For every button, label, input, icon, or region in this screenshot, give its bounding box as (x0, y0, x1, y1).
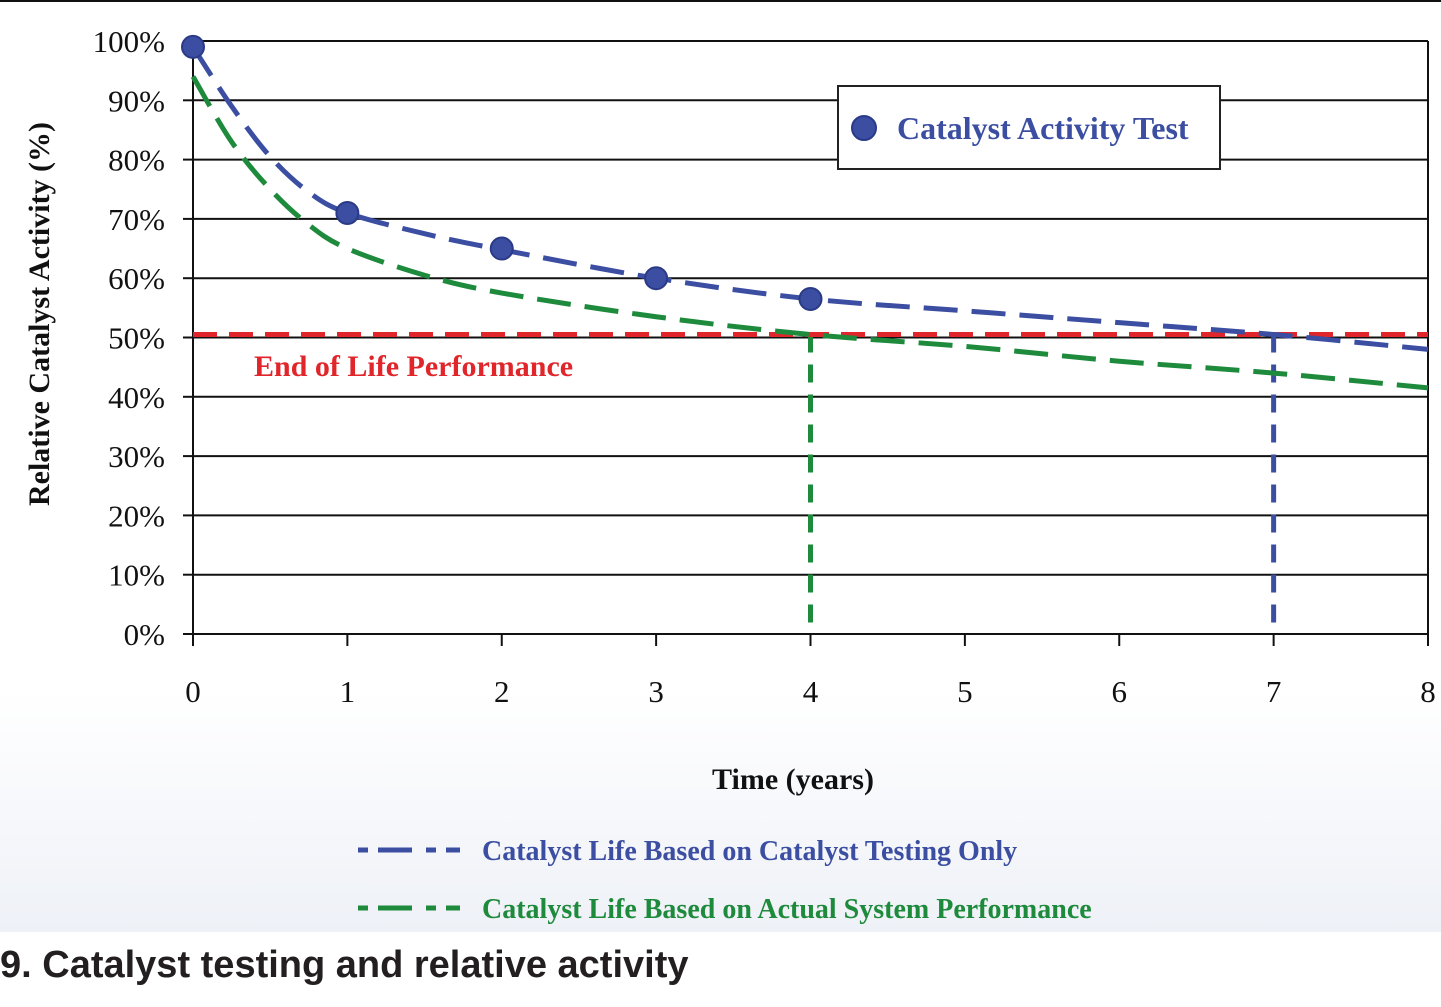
data-points (181, 34, 823, 311)
x-tick-label: 7 (1266, 674, 1282, 709)
y-tick-label: 100% (93, 24, 165, 59)
chart-canvas: 0% 10% 20% 30% 40% 50% 60% 70% 80% 90% 100% 0 1 2 3 4 5 6… (23, 24, 1436, 925)
y-tick-label: 30% (108, 439, 165, 474)
x-tick-label: 4 (803, 674, 819, 709)
vertical-markers (808, 334, 1277, 634)
legend-bottom: Catalyst Life Based on Catalyst Testing … (358, 836, 1092, 925)
y-tick-label: 80% (108, 143, 165, 178)
axes (183, 40, 1429, 646)
activity-test-point (181, 34, 205, 59)
x-tick-label: 3 (648, 674, 664, 709)
x-tick-label: 2 (494, 674, 510, 709)
legend-bottom-label-2: Catalyst Life Based on Actual System Per… (482, 894, 1092, 925)
x-tick-label: 0 (185, 674, 201, 709)
y-tick-label: 90% (108, 83, 165, 118)
figure-caption: 9. Catalyst testing and relative activit… (0, 944, 689, 986)
legend-marker-icon (851, 115, 877, 141)
chart-figure: 0% 10% 20% 30% 40% 50% 60% 70% 80% 90% 100% 0 1 2 3 4 5 6… (0, 2, 1441, 932)
activity-test-point (644, 266, 669, 291)
y-tick-label: 20% (108, 498, 165, 533)
x-tick-label: 8 (1420, 674, 1436, 709)
x-tick-label: 6 (1112, 674, 1128, 709)
x-axis-title: Time (years) (712, 763, 874, 796)
legend-top: Catalyst Activity Test (837, 85, 1221, 170)
end-of-life-label: End of Life Performance (254, 350, 573, 383)
y-tick-label: 10% (108, 558, 165, 593)
x-tick-label: 5 (957, 674, 973, 709)
top-rule (0, 0, 1441, 2)
y-tick-label: 50% (108, 321, 165, 356)
activity-test-point (489, 236, 514, 261)
y-axis-title: Relative Catalyst Activity (%) (23, 122, 56, 506)
legend-top-label: Catalyst Activity Test (897, 110, 1189, 146)
y-tick-label: 70% (108, 202, 165, 237)
legend-top-box (837, 85, 1221, 170)
x-tick-label: 1 (340, 674, 356, 709)
activity-test-point (335, 200, 360, 225)
y-tick-label: 40% (108, 380, 165, 415)
legend-bottom-label-1: Catalyst Life Based on Catalyst Testing … (482, 836, 1017, 867)
series-actual-performance-line (190, 75, 1429, 391)
tick-labels: 0% 10% 20% 30% 40% 50% 60% 70% 80% 90% 100% 0 1 2 3 4 5 6… (93, 24, 1436, 709)
y-tick-label: 0% (124, 617, 165, 652)
activity-test-point (798, 286, 823, 311)
y-tick-label: 60% (108, 261, 165, 296)
